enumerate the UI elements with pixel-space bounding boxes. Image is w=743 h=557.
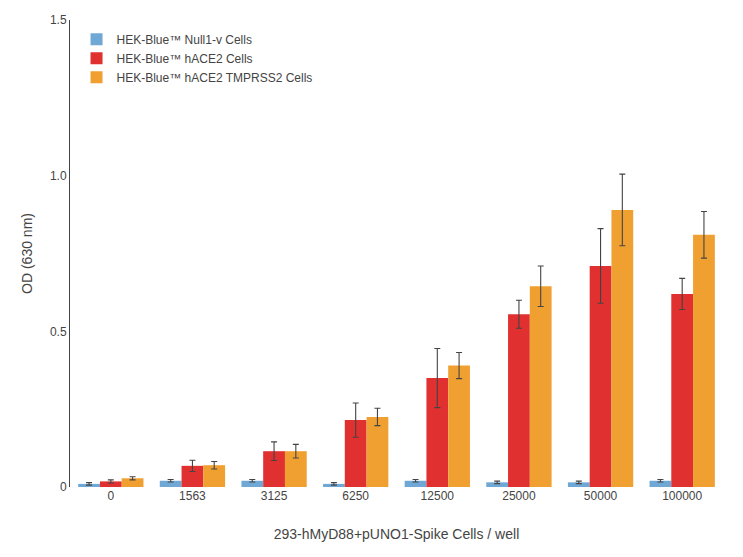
svg-text:293-hMyD88+pUNO1-Spike Cells /: 293-hMyD88+pUNO1-Spike Cells / well: [274, 526, 520, 542]
svg-text:100000: 100000: [662, 489, 702, 503]
svg-text:25000: 25000: [502, 489, 536, 503]
svg-text:HEK-Blue™ Null1-v Cells: HEK-Blue™ Null1-v Cells: [117, 33, 252, 47]
svg-text:3125: 3125: [261, 489, 288, 503]
svg-text:1.5: 1.5: [50, 13, 67, 27]
svg-text:1563: 1563: [179, 489, 206, 503]
svg-text:0.5: 0.5: [50, 325, 67, 339]
svg-text:12500: 12500: [421, 489, 455, 503]
svg-text:1.0: 1.0: [50, 169, 67, 183]
svg-text:HEK-Blue™ hACE2 TMPRSS2 Cells: HEK-Blue™ hACE2 TMPRSS2 Cells: [117, 71, 313, 85]
svg-text:0: 0: [60, 480, 67, 494]
svg-text:50000: 50000: [584, 489, 618, 503]
svg-text:6250: 6250: [342, 489, 369, 503]
svg-text:OD (630 nm): OD (630 nm): [19, 213, 35, 294]
svg-text:0: 0: [107, 489, 114, 503]
svg-text:HEK-Blue™ hACE2 Cells: HEK-Blue™ hACE2 Cells: [117, 52, 253, 66]
